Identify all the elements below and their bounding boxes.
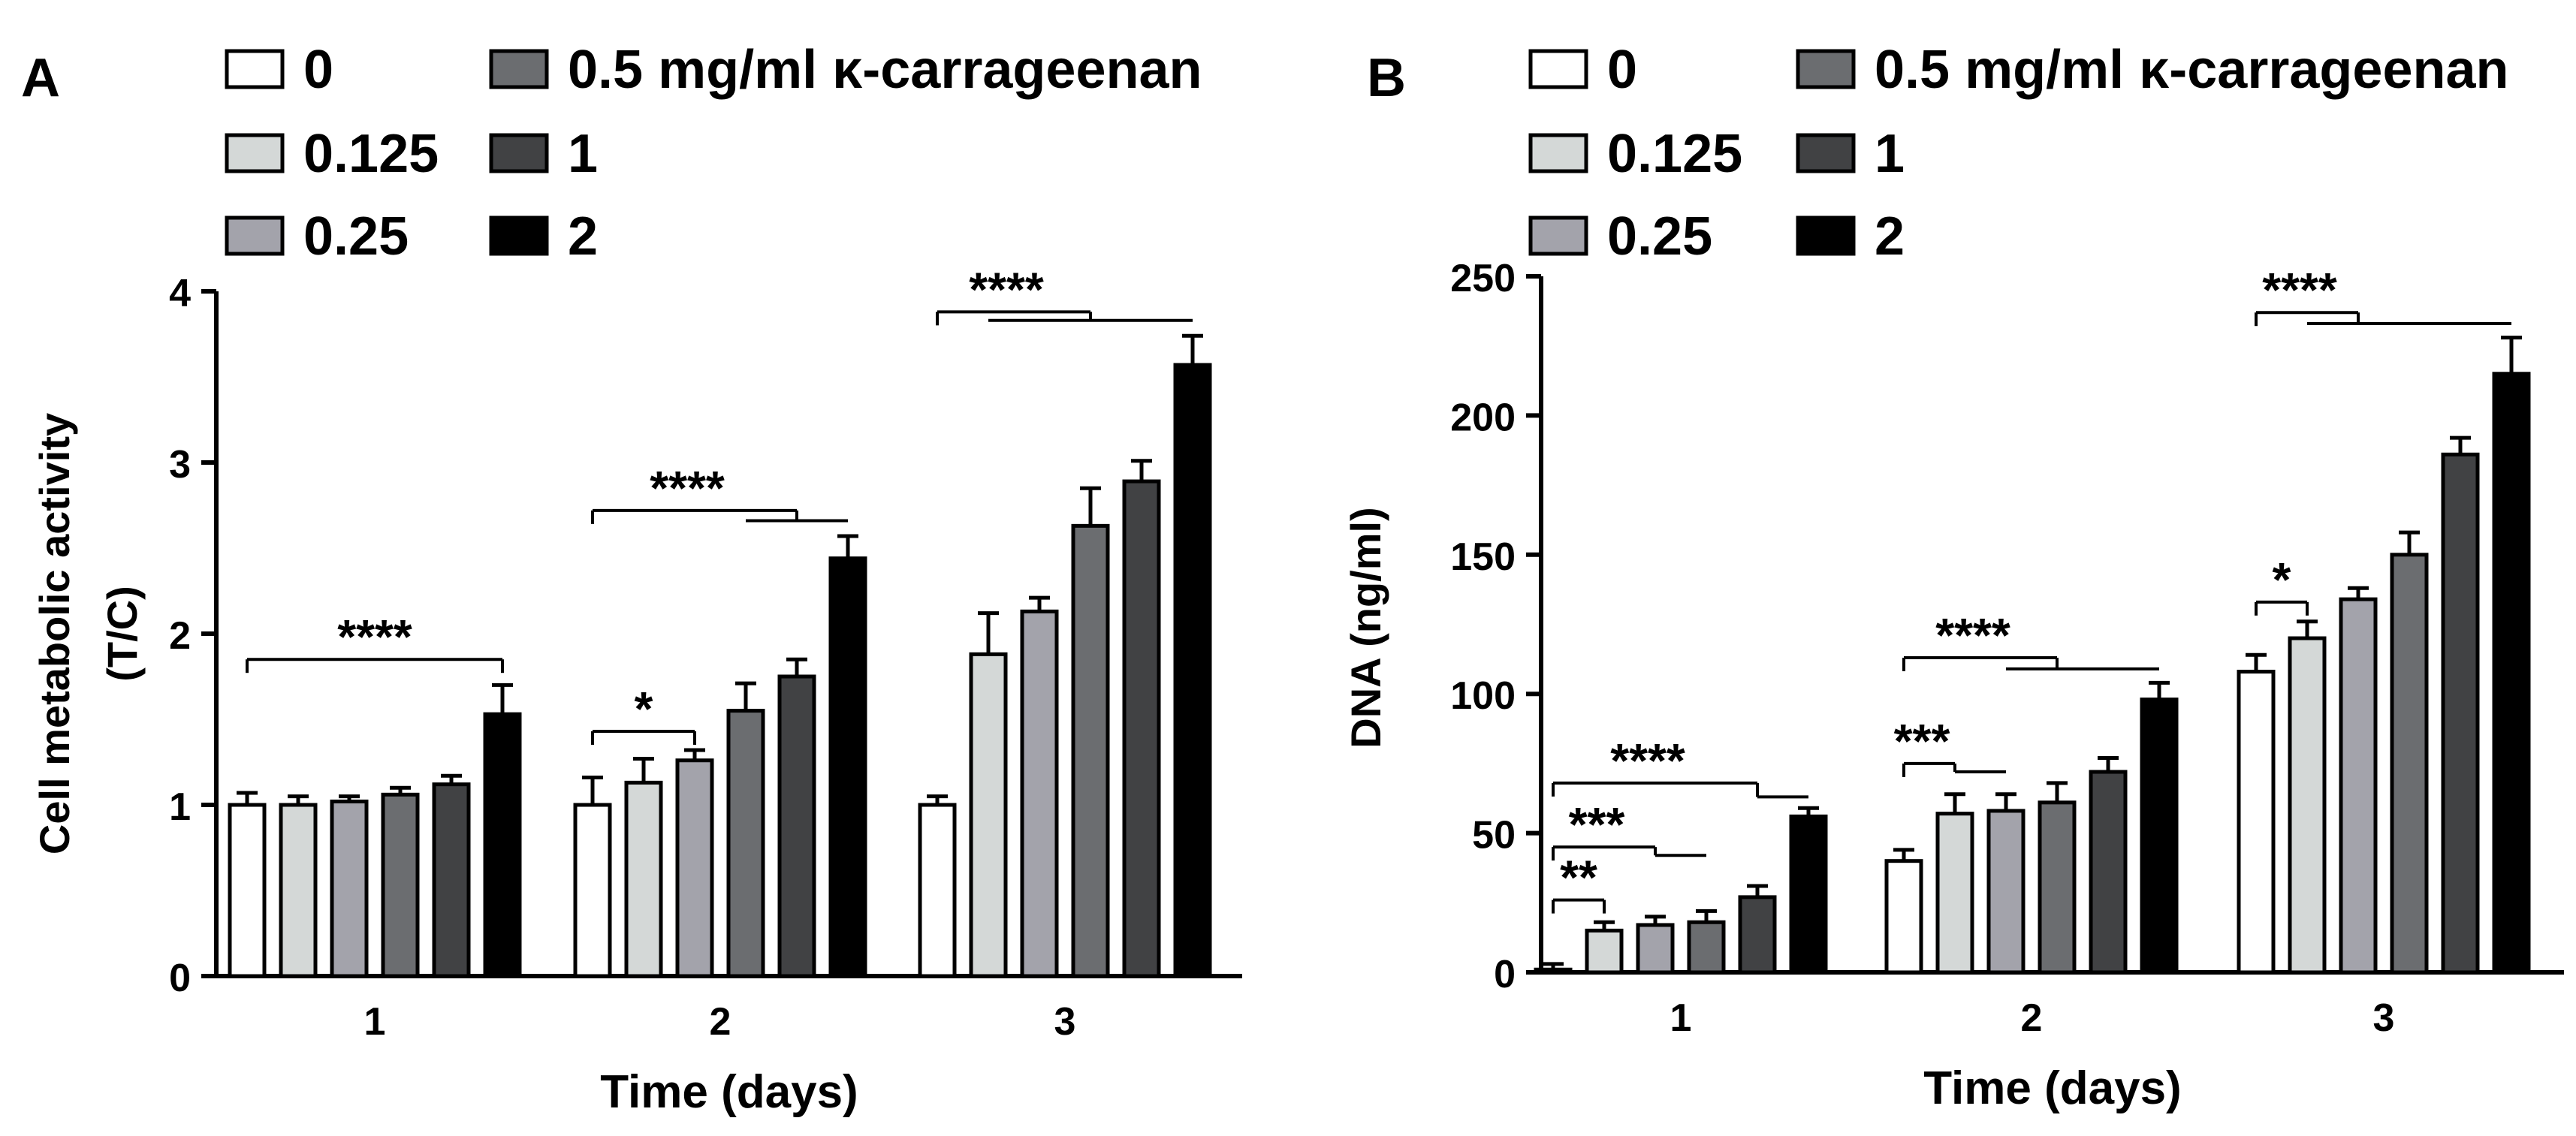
bar-2-day1 [1789, 814, 1828, 975]
bar-1-day1 [432, 782, 471, 978]
legend-label-0_125: 0.125 [1607, 124, 1742, 184]
significance-stars: *** [1894, 714, 1950, 768]
bar-1-day2 [777, 674, 816, 978]
y-axis-label: Cell metabolic activity [31, 413, 78, 854]
x-tick-label: 1 [364, 1000, 386, 1044]
y-tick-label: 100 [1450, 674, 1516, 718]
legend-label-0_125: 0.125 [303, 124, 439, 184]
legend-label-2: 2 [1875, 206, 1905, 267]
y-tick-label: 250 [1450, 257, 1516, 300]
legend-label-2: 2 [568, 206, 598, 267]
significance-stars: **** [2262, 263, 2337, 317]
x-tick-label: 2 [710, 1000, 731, 1044]
legend-swatch-2 [1796, 215, 1856, 256]
legend-label-0_5: 0.5 mg/ml κ-carrageenan [568, 40, 1202, 100]
x-tick-label: 3 [2373, 996, 2395, 1040]
panel-label-b: B [1367, 48, 1406, 108]
y-axis-label: (T/C) [98, 586, 146, 682]
bar-0_125-day1 [1585, 928, 1624, 975]
x-axis-label: Time (days) [1923, 1062, 2181, 1114]
legend-swatch-0 [225, 49, 285, 89]
legend-swatch-0_125 [225, 133, 285, 173]
bar-1-day3 [2441, 452, 2480, 975]
x-tick-label: 3 [1054, 1000, 1076, 1044]
bar-0_5-day2 [2038, 800, 2077, 975]
significance-stars: * [2273, 553, 2291, 607]
legend-label-0_5: 0.5 mg/ml κ-carrageenan [1875, 40, 2509, 100]
bar-0-day2 [1884, 859, 1923, 975]
y-tick-label: 50 [1472, 814, 1516, 857]
y-tick-label: 3 [169, 443, 191, 487]
bar-1-day3 [1122, 479, 1161, 978]
bar-0_5-day1 [381, 792, 420, 978]
bar-0_5-day3 [2390, 553, 2429, 975]
bar-0-day2 [573, 803, 612, 978]
legend-label-1: 1 [1875, 124, 1905, 184]
x-tick-label: 1 [1670, 996, 1692, 1040]
legend-label-0: 0 [303, 40, 333, 100]
y-tick-label: 0 [1494, 953, 1516, 996]
bar-0-day3 [918, 803, 957, 978]
bar-0_125-day2 [624, 780, 663, 978]
bar-0_25-day1 [330, 799, 369, 978]
bar-0_125-day3 [2288, 636, 2327, 975]
bar-2-day1 [483, 712, 522, 978]
x-tick-label: 2 [2021, 996, 2043, 1040]
legend-swatch-0 [1528, 49, 1588, 89]
bar-2-day2 [828, 556, 867, 978]
significance-stars: **** [969, 262, 1044, 316]
y-tick-label: 2 [169, 614, 191, 658]
bar-0_25-day1 [1636, 923, 1675, 975]
bar-0_125-day2 [1935, 812, 1974, 975]
bar-2-day3 [1173, 363, 1212, 978]
legend-swatch-0_25 [225, 215, 285, 256]
bar-0_125-day3 [969, 652, 1008, 978]
legend-swatch-0_5 [1796, 49, 1856, 89]
significance-stars: *** [1569, 797, 1625, 851]
bar-0_5-day1 [1687, 920, 1726, 975]
legend-swatch-1 [1796, 133, 1856, 173]
bar-1-day1 [1738, 895, 1777, 975]
legend-label-0_25: 0.25 [303, 206, 409, 267]
bar-0_25-day3 [1020, 609, 1059, 978]
bar-0_5-day2 [726, 709, 765, 978]
legend-swatch-1 [489, 133, 549, 173]
significance-stars: **** [650, 461, 725, 515]
legend-swatch-0_125 [1528, 133, 1588, 173]
legend-swatch-0_5 [489, 49, 549, 89]
significance-stars: **** [1610, 734, 1685, 788]
bar-0_5-day3 [1071, 523, 1110, 978]
significance-stars: ** [1560, 851, 1597, 905]
y-tick-label: 150 [1450, 535, 1516, 579]
x-axis-label: Time (days) [600, 1066, 858, 1118]
bar-2-day2 [2140, 698, 2179, 975]
bar-0_125-day1 [279, 803, 318, 978]
chart-b: 0 0.125 0.25 0.5 mg/ml κ-carrageenan 1 2 0 50 10… [1342, 40, 2564, 1114]
bar-1-day2 [2089, 770, 2128, 975]
bar-0-day1 [1534, 967, 1573, 975]
legend-label-0: 0 [1607, 40, 1637, 100]
legend-swatch-0_25 [1528, 215, 1588, 256]
legend-label-1: 1 [568, 124, 598, 184]
y-tick-label: 200 [1450, 396, 1516, 439]
significance-stars: **** [337, 610, 412, 664]
significance-stars: **** [1935, 608, 2010, 662]
legend-label-0_25: 0.25 [1607, 206, 1712, 267]
y-tick-label: 0 [169, 957, 191, 1000]
bar-0-day1 [228, 803, 267, 978]
panel-label-a: A [21, 48, 60, 108]
bar-0_25-day3 [2339, 597, 2378, 975]
bar-0_25-day2 [675, 758, 714, 978]
significance-stars: * [635, 682, 653, 736]
bar-0_25-day2 [1986, 809, 2026, 975]
y-tick-label: 1 [169, 785, 191, 829]
y-axis-label: DNA (ng/ml) [1342, 507, 1389, 748]
y-tick-label: 4 [169, 272, 191, 315]
legend-swatch-2 [489, 215, 549, 256]
chart-a: 0 0.125 0.25 0.5 mg/ml κ-carrageenan 1 2 0 1 2 3 4… [31, 40, 1242, 1118]
bar-2-day3 [2492, 372, 2531, 975]
bar-0-day3 [2237, 670, 2276, 975]
